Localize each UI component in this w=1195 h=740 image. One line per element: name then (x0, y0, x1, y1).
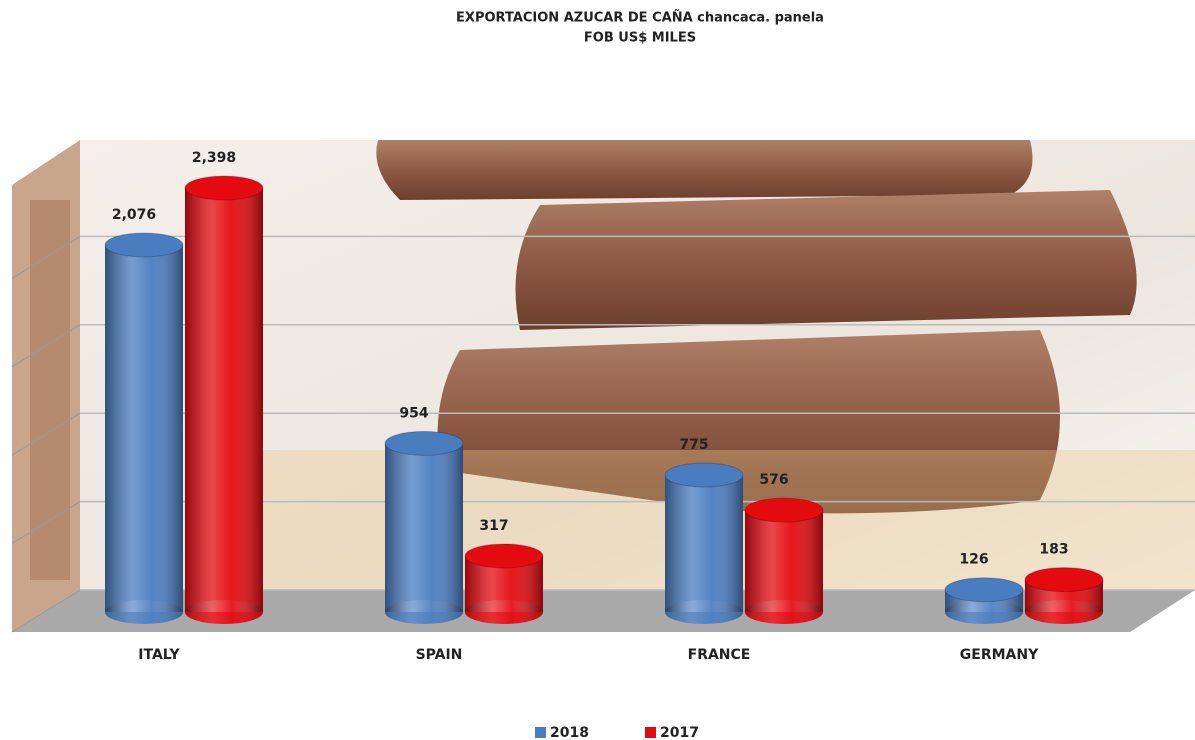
bar-base-shade (945, 600, 1023, 624)
value-label: 2,076 (112, 207, 156, 223)
bar-shade (105, 244, 183, 612)
bar-base-shade (1025, 600, 1103, 624)
bar-top (744, 497, 824, 523)
bar-top (664, 462, 744, 488)
grid-line-side (11, 412, 81, 456)
grid-line-side (11, 589, 81, 633)
bar-base-shade (465, 600, 543, 624)
bar-shade (745, 510, 823, 612)
value-label: 317 (479, 518, 508, 534)
x-tick-label: GERMANY (960, 647, 1039, 663)
x-tick-label: SPAIN (416, 647, 463, 663)
value-label: 954 (399, 405, 428, 421)
value-label: 2,398 (192, 150, 236, 166)
bar-top (104, 232, 184, 258)
legend-swatch (645, 727, 656, 738)
x-tick-label: ITALY (138, 647, 180, 663)
grid-line-side (11, 235, 81, 279)
bar-top (944, 577, 1024, 603)
legend-label: 2018 (550, 725, 589, 740)
value-label: 576 (759, 472, 788, 488)
grid-line-side (11, 501, 81, 545)
bar-shade (665, 474, 743, 612)
panela-top (376, 140, 1033, 200)
panela-mid (515, 190, 1137, 330)
bar-base-shade (385, 600, 463, 624)
value-label: 126 (959, 552, 988, 568)
bar-base-shade (105, 600, 183, 624)
side-decor (30, 200, 70, 580)
bar-shade (385, 443, 463, 612)
floor (12, 590, 1195, 632)
bar-base-shade (665, 600, 743, 624)
legend-label: 2017 (660, 725, 699, 740)
chart-title: EXPORTACION AZUCAR DE CAÑA chancaca. pan… (456, 10, 824, 26)
chart-subtitle: FOB US$ MILES (584, 31, 696, 46)
bar-base-shade (745, 600, 823, 624)
bar-top (184, 175, 264, 201)
bar-top (464, 543, 544, 569)
value-label: 183 (1039, 542, 1068, 558)
grid-line-side (11, 324, 81, 368)
panela-bottom (437, 330, 1060, 514)
legend-swatch (535, 727, 546, 738)
value-label: 775 (679, 437, 708, 453)
x-tick-label: FRANCE (688, 647, 751, 663)
bar-shade (185, 188, 263, 612)
bar-base-shade (185, 600, 263, 624)
bar-top (1024, 567, 1104, 593)
bar-top (384, 430, 464, 456)
